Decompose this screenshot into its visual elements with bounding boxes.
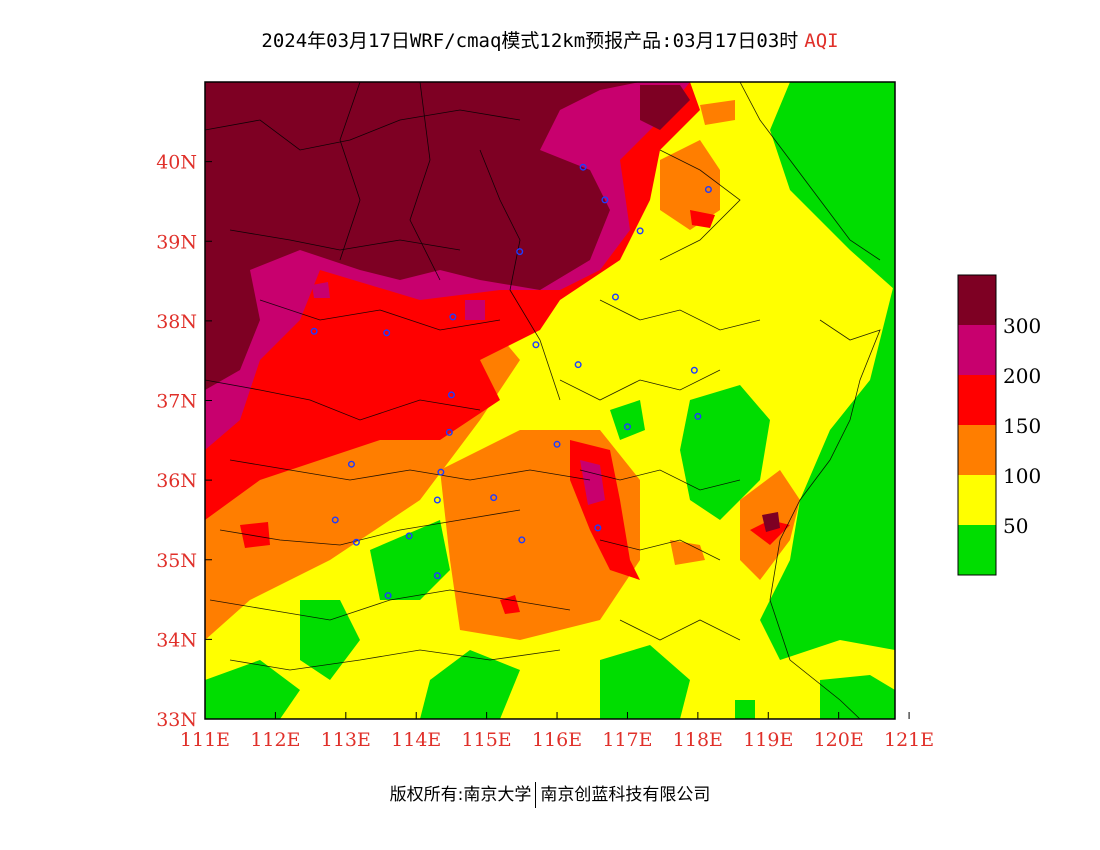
aqi-field	[205, 82, 895, 719]
legend-label-50: 50	[1003, 514, 1028, 538]
station-marker	[449, 313, 457, 321]
station-marker	[611, 293, 619, 301]
station-marker	[405, 532, 413, 540]
station-marker	[445, 428, 453, 436]
title-product: AQI	[804, 30, 839, 52]
station-marker	[579, 163, 587, 171]
legend-swatch-50-100	[958, 475, 996, 525]
legend-swatch-300plus	[958, 275, 996, 325]
station-marker	[352, 538, 360, 546]
x-tick-label: 116E	[532, 729, 582, 751]
y-tick-label: 35N	[156, 550, 197, 572]
x-tick-label: 119E	[743, 729, 793, 751]
legend-swatch-0-50	[958, 525, 996, 575]
y-tick-label: 38N	[156, 311, 197, 333]
y-tick-label: 40N	[156, 152, 197, 174]
legend-label-100: 100	[1003, 464, 1041, 488]
copyright-left: 版权所有:南京大学	[389, 785, 532, 805]
y-tick-label: 37N	[156, 391, 197, 413]
x-tick-label: 117E	[602, 729, 652, 751]
station-marker	[704, 185, 712, 193]
station-marker	[553, 440, 561, 448]
station-marker	[623, 423, 631, 431]
legend-swatch-100-150	[958, 425, 996, 475]
legend-label-150: 150	[1003, 414, 1041, 438]
station-marker	[690, 366, 698, 374]
y-tick-label: 36N	[156, 470, 197, 492]
station-marker	[594, 524, 602, 532]
station-marker	[384, 592, 392, 600]
title-text: 2024年03月17日WRF/cmaq模式12km预报产品:03月17日03时	[261, 30, 799, 52]
map-title: 2024年03月17日WRF/cmaq模式12km预报产品:03月17日03时 A…	[0, 26, 1100, 53]
station-marker	[447, 391, 455, 399]
x-tick-label: 113E	[321, 729, 371, 751]
x-tick-label: 114E	[391, 729, 441, 751]
x-tick-label: 120E	[814, 729, 864, 751]
station-marker	[437, 468, 445, 476]
station-marker	[532, 341, 540, 349]
station-marker	[347, 460, 355, 468]
x-axis: 111E 112E 113E 114E 115E 116E 117E 118E 119E 120E…	[180, 712, 934, 751]
station-marker	[601, 196, 609, 204]
station-marker	[574, 361, 582, 369]
station-marker	[331, 516, 339, 524]
y-tick-label: 39N	[156, 231, 197, 253]
legend-swatch-150-200	[958, 375, 996, 425]
copyright-right: 南京创蓝科技有限公司	[540, 785, 711, 805]
x-tick-label: 121E	[884, 729, 934, 751]
y-tick-label: 33N	[156, 709, 197, 731]
legend-label-300: 300	[1003, 314, 1041, 338]
footer-separator	[535, 782, 537, 808]
x-tick-label: 118E	[673, 729, 723, 751]
station-marker	[490, 494, 498, 502]
y-axis: 33N 34N 35N 36N 37N 38N 39N 40N	[156, 152, 212, 731]
station-marker	[516, 248, 524, 256]
copyright-footer: 版权所有:南京大学 南京创蓝科技有限公司	[0, 780, 1100, 808]
station-marker	[518, 536, 526, 544]
station-marker	[383, 329, 391, 337]
x-tick-label: 115E	[462, 729, 512, 751]
aqi-legend: 300 200 150 100 50	[957, 274, 1041, 576]
station-marker	[694, 412, 702, 420]
x-tick-label: 112E	[250, 729, 300, 751]
legend-label-200: 200	[1003, 364, 1041, 388]
x-tick-label: 111E	[180, 729, 230, 751]
station-marker	[433, 496, 441, 504]
y-tick-label: 34N	[156, 629, 197, 651]
station-marker	[433, 572, 441, 580]
station-marker	[636, 227, 644, 235]
legend-swatch-200-300	[958, 325, 996, 375]
station-marker	[310, 327, 318, 335]
station-markers	[310, 163, 712, 600]
